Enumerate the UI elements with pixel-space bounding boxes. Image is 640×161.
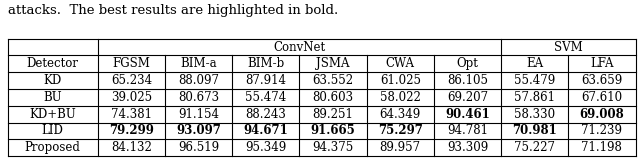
Text: 93.309: 93.309 bbox=[447, 141, 488, 154]
Text: 91.665: 91.665 bbox=[310, 124, 355, 137]
Text: 89.957: 89.957 bbox=[380, 141, 421, 154]
Text: 75.227: 75.227 bbox=[514, 141, 556, 154]
Text: 63.659: 63.659 bbox=[581, 74, 623, 87]
Text: 39.025: 39.025 bbox=[111, 91, 152, 104]
Text: 69.207: 69.207 bbox=[447, 91, 488, 104]
Text: JSMA: JSMA bbox=[316, 57, 350, 70]
Text: 74.381: 74.381 bbox=[111, 108, 152, 121]
Text: EA: EA bbox=[526, 57, 543, 70]
Text: 67.610: 67.610 bbox=[581, 91, 623, 104]
Text: 88.097: 88.097 bbox=[178, 74, 219, 87]
Text: 80.673: 80.673 bbox=[178, 91, 220, 104]
Text: 86.105: 86.105 bbox=[447, 74, 488, 87]
Text: 93.097: 93.097 bbox=[176, 124, 221, 137]
Text: 87.914: 87.914 bbox=[245, 74, 286, 87]
Text: 71.239: 71.239 bbox=[581, 124, 623, 137]
Text: LID: LID bbox=[42, 124, 64, 137]
Text: 94.781: 94.781 bbox=[447, 124, 488, 137]
Text: Detector: Detector bbox=[27, 57, 79, 70]
Text: 65.234: 65.234 bbox=[111, 74, 152, 87]
Text: CWA: CWA bbox=[386, 57, 415, 70]
Text: 71.198: 71.198 bbox=[582, 141, 622, 154]
Text: KD: KD bbox=[44, 74, 62, 87]
Text: 57.861: 57.861 bbox=[514, 91, 556, 104]
Text: 91.154: 91.154 bbox=[178, 108, 219, 121]
Text: 94.375: 94.375 bbox=[312, 141, 354, 154]
Text: BIM-a: BIM-a bbox=[180, 57, 217, 70]
Text: Opt: Opt bbox=[456, 57, 479, 70]
Text: 70.981: 70.981 bbox=[513, 124, 557, 137]
Text: 89.251: 89.251 bbox=[312, 108, 353, 121]
Text: Proposed: Proposed bbox=[25, 141, 81, 154]
Text: 96.519: 96.519 bbox=[178, 141, 220, 154]
Text: FGSM: FGSM bbox=[113, 57, 150, 70]
Text: 55.479: 55.479 bbox=[514, 74, 556, 87]
Text: BU: BU bbox=[44, 91, 62, 104]
Text: LFA: LFA bbox=[590, 57, 614, 70]
Text: 58.330: 58.330 bbox=[514, 108, 556, 121]
Text: BIM-b: BIM-b bbox=[247, 57, 285, 70]
Text: 64.349: 64.349 bbox=[380, 108, 421, 121]
Text: 80.603: 80.603 bbox=[312, 91, 354, 104]
Text: attacks.  The best results are highlighted in bold.: attacks. The best results are highlighte… bbox=[8, 4, 338, 17]
Text: 75.297: 75.297 bbox=[378, 124, 423, 137]
Text: SVM: SVM bbox=[554, 41, 582, 54]
Text: 95.349: 95.349 bbox=[245, 141, 287, 154]
Text: KD+BU: KD+BU bbox=[29, 108, 76, 121]
Text: 79.299: 79.299 bbox=[109, 124, 154, 137]
Text: 58.022: 58.022 bbox=[380, 91, 420, 104]
Text: 69.008: 69.008 bbox=[580, 108, 624, 121]
Text: 88.243: 88.243 bbox=[245, 108, 286, 121]
Text: 63.552: 63.552 bbox=[312, 74, 354, 87]
Text: 61.025: 61.025 bbox=[380, 74, 420, 87]
Text: 84.132: 84.132 bbox=[111, 141, 152, 154]
Text: 94.671: 94.671 bbox=[243, 124, 288, 137]
Text: 55.474: 55.474 bbox=[245, 91, 287, 104]
Text: ConvNet: ConvNet bbox=[273, 41, 326, 54]
Text: 90.461: 90.461 bbox=[445, 108, 490, 121]
